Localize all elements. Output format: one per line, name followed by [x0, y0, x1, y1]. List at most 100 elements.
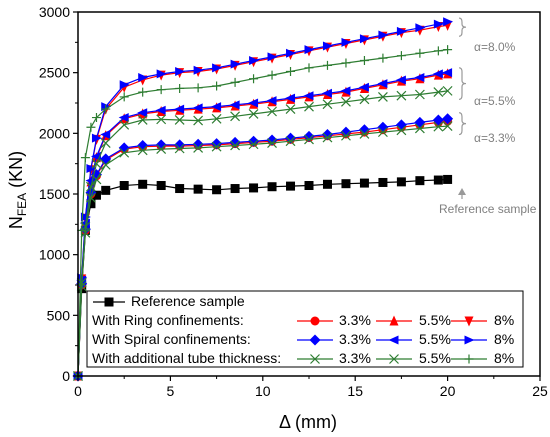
data-point [230, 184, 240, 194]
data-point [266, 96, 277, 106]
legend-ring-5-5-label: 5.5% [419, 312, 451, 328]
y-tick-label: 500 [47, 307, 71, 323]
y-tick-label: 3000 [39, 4, 70, 20]
data-point [86, 192, 96, 203]
x-tick-label: 15 [347, 383, 363, 399]
data-point [155, 105, 166, 115]
x-tick-label: 20 [440, 383, 456, 399]
data-point [359, 34, 370, 44]
data-point [192, 103, 203, 113]
data-point [304, 45, 315, 55]
data-point [433, 46, 443, 56]
data-point [175, 66, 186, 76]
data-point [138, 73, 149, 83]
legend-tube-5-5-label: 5.5% [419, 350, 451, 366]
data-point [433, 121, 444, 132]
data-point [341, 58, 351, 68]
data-point [267, 138, 277, 148]
series-9 [73, 45, 453, 381]
data-point [193, 184, 203, 194]
data-point [230, 140, 241, 151]
data-point [378, 53, 388, 63]
legend-sample-marker [389, 354, 399, 364]
data-point [322, 60, 332, 70]
legend-sample-marker [389, 315, 399, 326]
data-point [322, 179, 332, 189]
data-point [86, 199, 96, 209]
data-point [304, 181, 314, 191]
data-point [415, 48, 425, 58]
data-point [396, 26, 407, 36]
data-point [174, 104, 185, 114]
data-point [415, 176, 425, 186]
legend-tube-8-label: 8% [494, 350, 514, 366]
data-point [396, 177, 406, 187]
data-point [432, 114, 444, 126]
data-point [286, 66, 296, 76]
data-point [156, 114, 167, 125]
data-point [156, 181, 166, 191]
data-point [119, 80, 130, 90]
y-axis-title-sub: FEA [15, 193, 29, 216]
data-point [341, 179, 351, 189]
legend-sample-marker [310, 354, 320, 364]
data-point [230, 77, 240, 87]
data-point [358, 82, 369, 92]
data-point [100, 138, 111, 148]
data-point [229, 100, 240, 110]
data-point [249, 74, 259, 84]
data-point [415, 23, 426, 33]
data-point [303, 91, 314, 101]
data-point [433, 87, 444, 98]
annotation-reference: Reference sample [439, 202, 537, 216]
data-point [286, 181, 296, 191]
data-point [86, 181, 96, 192]
x-tick-label: 5 [167, 383, 175, 399]
data-point [137, 108, 148, 118]
legend-ring-8-label: 8% [494, 312, 514, 328]
series-6 [73, 17, 454, 381]
data-point [175, 83, 185, 93]
data-point [249, 56, 260, 66]
data-point [304, 134, 314, 145]
data-point [80, 212, 91, 222]
data-point [119, 119, 130, 130]
data-point [396, 125, 407, 136]
data-point [285, 93, 296, 103]
data-point [267, 182, 277, 192]
y-tick-label: 0 [62, 368, 70, 384]
data-point [359, 178, 369, 188]
data-point [100, 159, 111, 170]
y-tick-label: 2000 [39, 125, 70, 141]
legend-sample-marker [310, 316, 320, 326]
legend-spiral-5-5-label: 5.5% [419, 331, 451, 347]
x-tick-label: 0 [74, 383, 82, 399]
data-point [174, 143, 185, 154]
data-point [212, 63, 223, 73]
data-point [137, 115, 148, 125]
data-point [138, 179, 148, 189]
data-point [91, 158, 102, 169]
data-point [248, 139, 259, 150]
data-point [414, 73, 425, 83]
data-point [359, 129, 370, 139]
data-point [86, 122, 96, 132]
data-point [359, 94, 370, 105]
data-point [322, 132, 333, 143]
axes: Δ (mm) NFEA (KN) 0 5 10 15 20 25 0 500 1000 1500 2… [6, 4, 548, 432]
brace-alpha-mid [458, 67, 467, 100]
data-point [248, 98, 259, 108]
legend-group-tube-label: With additional tube thickness: [92, 350, 281, 366]
data-point [156, 144, 167, 155]
data-point [442, 113, 454, 125]
data-point [137, 145, 148, 156]
data-point [322, 41, 333, 51]
data-point [442, 68, 453, 78]
legend-sample-marker [309, 334, 321, 346]
legend-reference-marker [104, 297, 114, 307]
data-point [395, 75, 406, 85]
data-point [138, 87, 148, 97]
data-point [86, 164, 97, 174]
data-point [137, 139, 149, 151]
data-point [118, 113, 129, 123]
